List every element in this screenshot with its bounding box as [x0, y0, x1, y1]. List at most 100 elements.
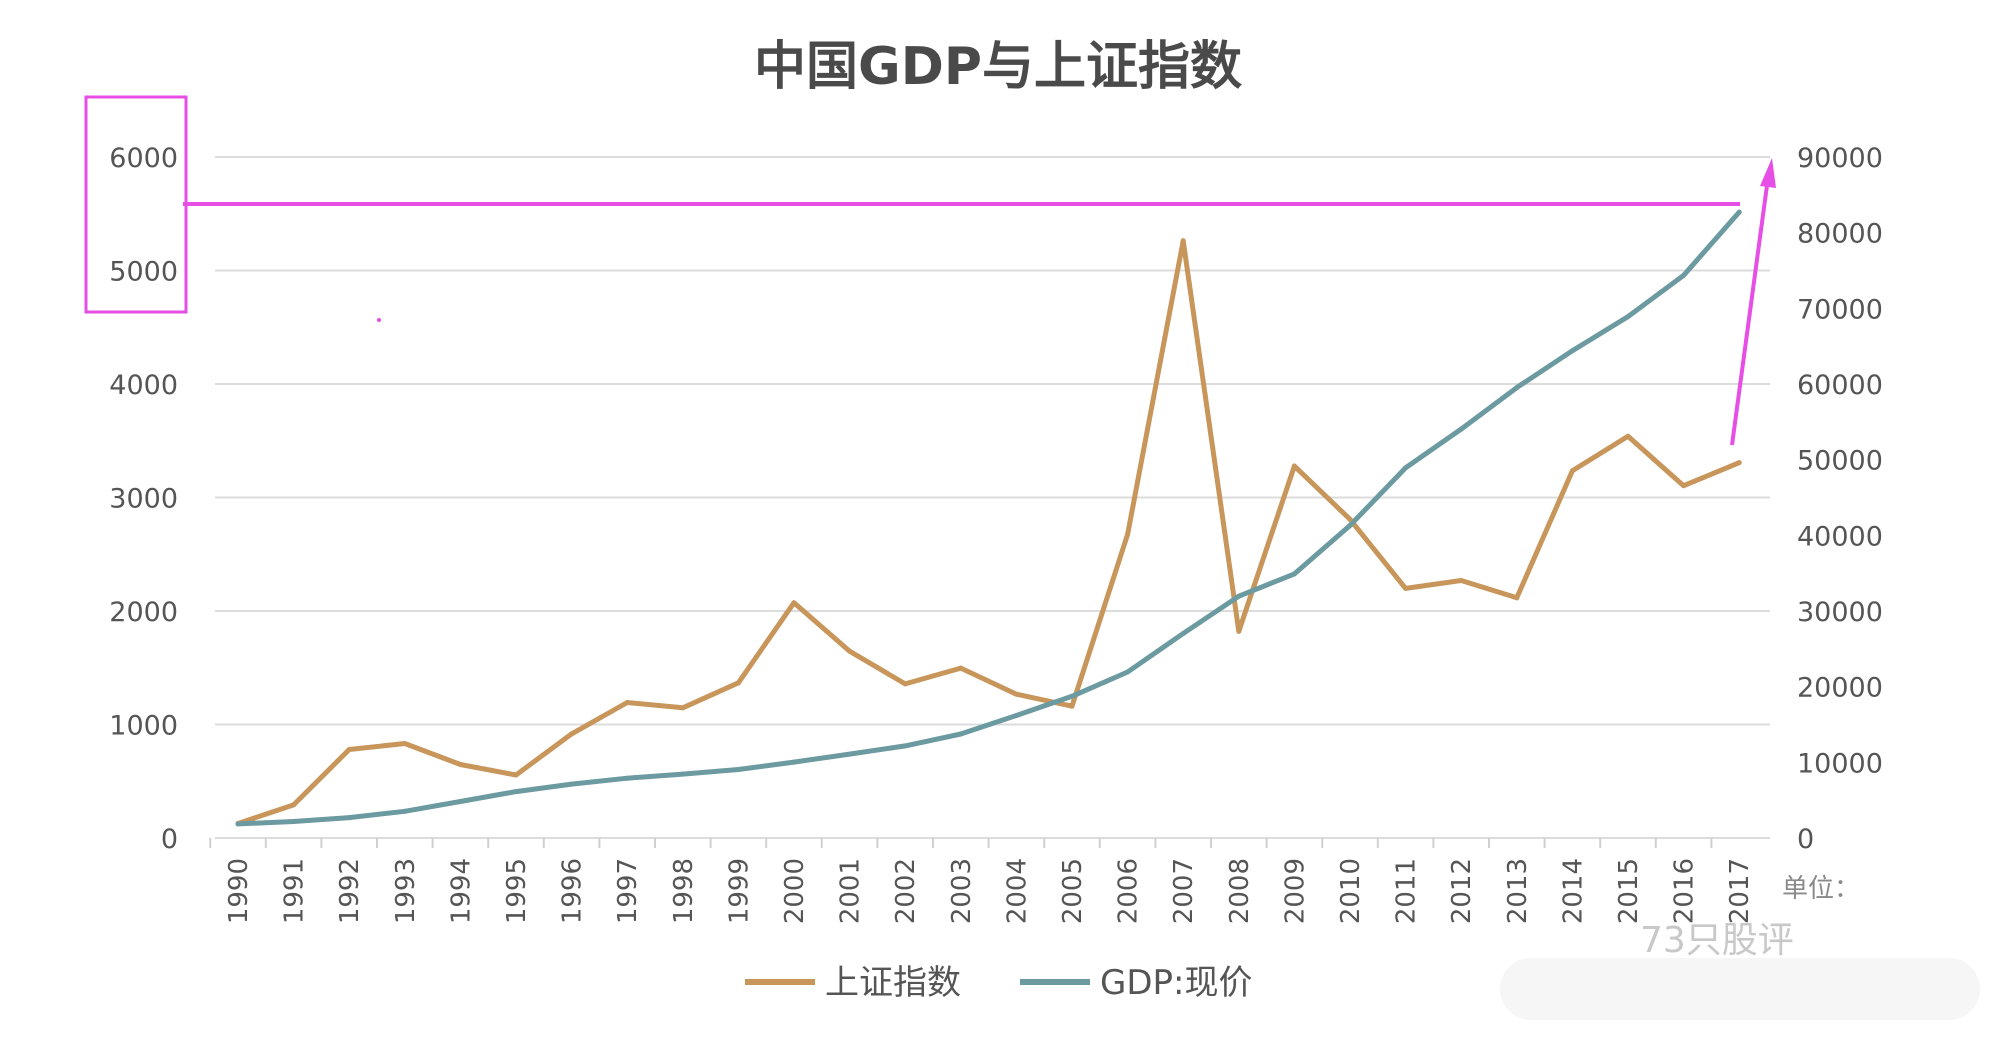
watermark-backdrop — [1500, 958, 1980, 1020]
right-y-tick-label: 0 — [1797, 824, 1814, 855]
x-tick-label: 2006 — [1114, 858, 1144, 924]
gdp-point — [1180, 631, 1186, 637]
x-tick-label: 2003 — [947, 858, 977, 924]
gdp-point — [346, 815, 352, 821]
legend-label-shanghai-index: 上证指数 — [825, 963, 961, 1003]
shanghai-index-point — [1403, 585, 1409, 591]
left-y-tick-label: 4000 — [109, 370, 178, 401]
gdp-point — [735, 766, 741, 772]
shanghai-index-point — [680, 705, 686, 711]
x-tick-label: 1999 — [724, 858, 754, 924]
gdp-point — [291, 819, 297, 825]
shanghai-index-point — [1125, 531, 1131, 537]
x-tick-label: 1996 — [558, 858, 588, 924]
shanghai-index-point — [1681, 483, 1687, 489]
x-tick-label: 1997 — [613, 858, 643, 924]
shanghai-index-point — [291, 802, 297, 808]
right-y-tick-label: 10000 — [1797, 748, 1883, 779]
x-tick-label: 2007 — [1169, 858, 1199, 924]
x-tick-label: 1990 — [224, 858, 254, 924]
gdp-point — [1625, 314, 1631, 320]
x-tick-label: 2017 — [1725, 858, 1755, 924]
gdp-point — [457, 799, 463, 805]
x-tick-label: 2005 — [1058, 858, 1088, 924]
gdp-point — [1291, 571, 1297, 577]
gdp-point — [1236, 593, 1242, 599]
watermark-text: 73只股评 — [1640, 920, 1794, 961]
gdp-point — [1681, 272, 1687, 278]
right-y-tick-label: 80000 — [1797, 219, 1883, 250]
x-tick-label: 1995 — [502, 858, 532, 924]
shanghai-index-point — [1736, 460, 1742, 466]
shanghai-index-point — [1013, 691, 1019, 697]
gdp-point — [1458, 426, 1464, 432]
x-tick-label: 1994 — [446, 858, 476, 924]
shanghai-index-point — [1291, 463, 1297, 469]
x-tick-label: 2001 — [836, 858, 866, 924]
shanghai-index-point — [1236, 628, 1242, 634]
right-y-tick-label: 70000 — [1797, 294, 1883, 325]
shanghai-index-point — [346, 746, 352, 752]
shanghai-index-point — [402, 740, 408, 746]
right-y-axis: 0 10000 20000 30000 40000 50000 60000 70000 8000… — [1797, 143, 1883, 855]
x-tick-label: 2002 — [891, 858, 921, 924]
legend: 上证指数 GDP:现价 — [745, 963, 1253, 1003]
left-y-tick-label: 1000 — [109, 711, 178, 742]
right-y-tick-label: 90000 — [1797, 143, 1883, 174]
shanghai-index-point — [791, 600, 797, 606]
gdp-point — [1013, 713, 1019, 719]
right-y-tick-label: 60000 — [1797, 370, 1883, 401]
gdp-point — [624, 775, 630, 781]
gdp-point — [902, 743, 908, 749]
left-y-tick-label: 3000 — [109, 484, 178, 515]
left-y-tick-label: 2000 — [109, 597, 178, 628]
right-y-tick-label: 50000 — [1797, 446, 1883, 477]
x-tick-label: 1998 — [669, 858, 699, 924]
shanghai-index-point — [1569, 468, 1575, 474]
gdp-point — [235, 821, 241, 827]
shanghai-index-point — [1069, 703, 1075, 709]
x-tick-label: 2015 — [1614, 858, 1644, 924]
gdp-point — [569, 781, 575, 787]
x-tick-label: 2010 — [1336, 858, 1366, 924]
left-y-axis: 0 1000 2000 3000 4000 5000 6000 — [109, 143, 178, 855]
shanghai-index-point — [1625, 433, 1631, 439]
series-gdp-line — [235, 209, 1742, 827]
right-y-tick-label: 30000 — [1797, 597, 1883, 628]
gdp-point — [513, 789, 519, 795]
shanghai-index-point — [1347, 516, 1353, 522]
right-y-tick-label: 20000 — [1797, 673, 1883, 704]
shanghai-index-point — [1514, 595, 1520, 601]
gdp-point — [791, 759, 797, 765]
shanghai-index-point — [1180, 238, 1186, 244]
gdp-point — [1736, 209, 1742, 215]
highlight-dot — [377, 318, 381, 322]
x-tick-label: 2000 — [780, 858, 810, 924]
x-tick-label: 1992 — [335, 858, 365, 924]
gdp-point — [1069, 693, 1075, 699]
series-shanghai-index-line — [235, 238, 1742, 826]
x-tick-label: 2013 — [1503, 858, 1533, 924]
x-tick-label: 2016 — [1670, 858, 1700, 924]
chart-title: 中国GDP与上证指数 — [754, 37, 1242, 97]
x-tick-label: 2014 — [1558, 858, 1588, 924]
left-y-tick-label: 0 — [161, 824, 178, 855]
highlight-arrow-head — [1760, 158, 1776, 188]
shanghai-index-point — [457, 761, 463, 767]
x-tick-label: 2009 — [1280, 858, 1310, 924]
x-tick-label: 2004 — [1002, 858, 1032, 924]
x-axis: 1990 1991 1992 1993 1994 1995 1996 1997 1998 1999… — [209, 838, 1755, 924]
gdp-point — [1569, 348, 1575, 354]
gdp-point — [1125, 669, 1131, 675]
watermark: 73只股评 — [1500, 920, 1980, 1020]
gdp-point — [1347, 522, 1353, 528]
highlight-arrow-shaft — [1730, 177, 1770, 446]
legend-label-gdp: GDP:现价 — [1100, 963, 1253, 1003]
left-y-tick-label: 5000 — [109, 257, 178, 288]
gdp-point — [680, 771, 686, 777]
shanghai-index-point — [902, 681, 908, 687]
unit-label: 单位： — [1782, 874, 1860, 904]
x-tick-label: 1993 — [391, 858, 421, 924]
gdp-point — [847, 751, 853, 757]
